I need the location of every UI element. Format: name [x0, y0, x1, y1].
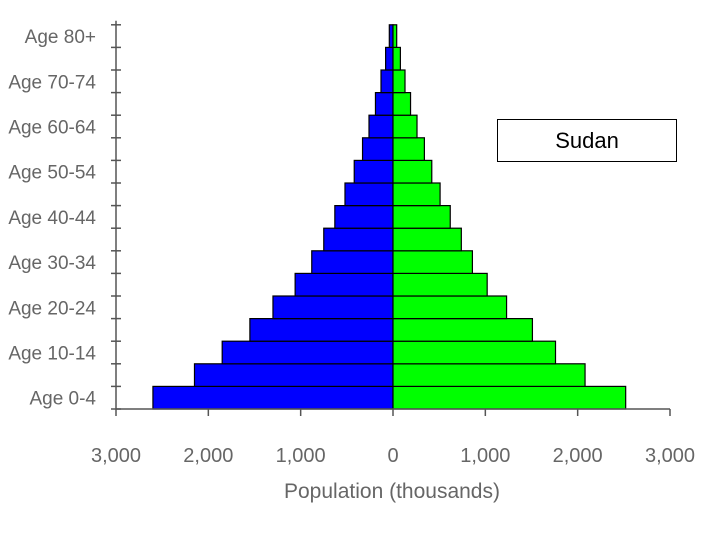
category-label: Age 70-74	[8, 72, 96, 93]
category-labels: Age 0-4 Age 10-14 Age 20-24 Age 30-34 Age 40…	[8, 27, 96, 410]
x-tick-label: 1,000	[276, 445, 326, 467]
bar-left-age-5-9	[193, 363, 394, 387]
bar-left-age-35-39	[323, 227, 394, 252]
bar-right-age-0-4	[392, 385, 627, 410]
x-tick-label: 3,000	[91, 445, 141, 467]
category-label: Age 60-64	[8, 118, 96, 139]
axis-ticks	[111, 24, 671, 416]
bar-right-age-10-14	[392, 340, 557, 365]
bar-left-age-20-24	[272, 295, 394, 320]
bar-right-age-30-34	[392, 250, 474, 275]
category-label: Age 10-14	[8, 344, 96, 365]
category-label: Age 80+	[25, 27, 96, 48]
male-bars	[152, 24, 394, 410]
x-tick-label: 1,000	[460, 445, 510, 467]
bar-right-age-15-19	[392, 318, 534, 342]
x-tick-label: 2,000	[553, 445, 603, 467]
bar-right-age-25-29	[392, 272, 488, 297]
category-label: Age 50-54	[8, 163, 96, 184]
category-label: Age 30-34	[8, 253, 96, 274]
bar-left-age-50-54	[353, 159, 394, 184]
x-tick-label: 3,000	[645, 445, 695, 467]
bar-right-age-45-49	[392, 182, 441, 207]
female-bars	[392, 24, 627, 410]
category-label: Age 0-4	[29, 389, 96, 410]
bar-right-age-60-64	[392, 114, 418, 139]
bar-left-age-40-44	[334, 205, 394, 229]
bar-right-age-65-69	[392, 91, 412, 116]
bar-left-age-55-59	[361, 137, 394, 162]
x-tick-label: 0	[387, 445, 398, 467]
bar-right-age-70-74	[392, 69, 406, 94]
bar-right-age-5-9	[392, 363, 586, 387]
bar-left-age-15-19	[249, 318, 394, 342]
bar-right-age-80-	[392, 24, 398, 48]
bar-left-age-65-69	[374, 91, 394, 116]
bar-right-age-40-44	[392, 205, 451, 229]
bar-right-age-55-59	[392, 137, 425, 162]
bar-right-age-75-79	[392, 46, 401, 71]
chart-title-box: Sudan	[497, 119, 677, 162]
bar-left-age-70-74	[380, 69, 394, 94]
x-tick-label: 2,000	[183, 445, 233, 467]
category-label: Age 20-24	[8, 298, 96, 319]
bar-right-age-35-39	[392, 227, 462, 252]
x-axis-title: Population (thousands)	[284, 480, 500, 503]
bar-left-age-10-14	[221, 340, 394, 365]
bar-left-age-25-29	[294, 272, 394, 297]
bar-left-age-30-34	[311, 250, 394, 275]
x-tick-labels: 3,000 2,000 1,000 0 1,000 2,000 3,000	[91, 445, 695, 467]
category-label: Age 40-44	[8, 208, 96, 229]
bar-right-age-50-54	[392, 159, 433, 184]
bar-left-age-60-64	[368, 114, 394, 139]
bar-left-age-0-4	[152, 385, 394, 410]
bar-left-age-45-49	[344, 182, 394, 207]
chart-title: Sudan	[555, 127, 619, 153]
bar-right-age-20-24	[392, 295, 508, 320]
bar-left-age-75-79	[385, 46, 394, 71]
